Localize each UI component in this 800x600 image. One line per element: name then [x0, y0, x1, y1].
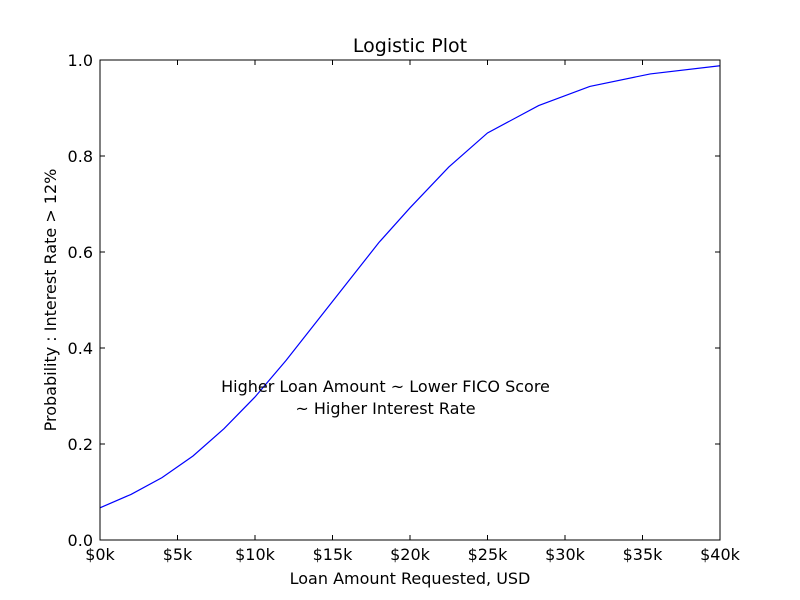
y-tick-label: 0.8: [68, 147, 93, 166]
x-tick-label: $35k: [623, 545, 664, 564]
logistic-curve-line: [99, 65, 721, 509]
x-tick-label: $0k: [85, 545, 115, 564]
y-tick-label: 1.0: [68, 51, 93, 70]
x-tick-label: $40k: [700, 545, 741, 564]
series-layer: [99, 65, 721, 509]
y-tick-label: 0.0: [68, 531, 93, 550]
tick-layer: $0k $5k $10k $15k $20k $25k $30k $35k $40k 0.0 0.2…: [68, 51, 741, 564]
x-tick-label: $20k: [390, 545, 431, 564]
chart-title: Logistic Plot: [353, 35, 467, 57]
y-tick-label: 0.2: [68, 435, 93, 454]
annotation-line: Higher Loan Amount ~ Lower FICO Score: [221, 377, 550, 396]
annotation-layer: Higher Loan Amount ~ Lower FICO Score ~ H…: [221, 377, 550, 418]
y-tick-label: 0.4: [68, 339, 93, 358]
x-tick-label: $30k: [545, 545, 586, 564]
x-tick-label: $10k: [235, 545, 276, 564]
x-tick-label: $25k: [468, 545, 509, 564]
x-axis-label: Loan Amount Requested, USD: [290, 569, 531, 588]
y-axis-label: Probability : Interest Rate > 12%: [41, 169, 60, 432]
x-tick-label: $15k: [313, 545, 354, 564]
annotation-line: ~ Higher Interest Rate: [295, 399, 475, 418]
x-tick-label: $5k: [163, 545, 193, 564]
plot-frame: [99, 59, 721, 541]
y-tick-label: 0.6: [68, 243, 93, 262]
